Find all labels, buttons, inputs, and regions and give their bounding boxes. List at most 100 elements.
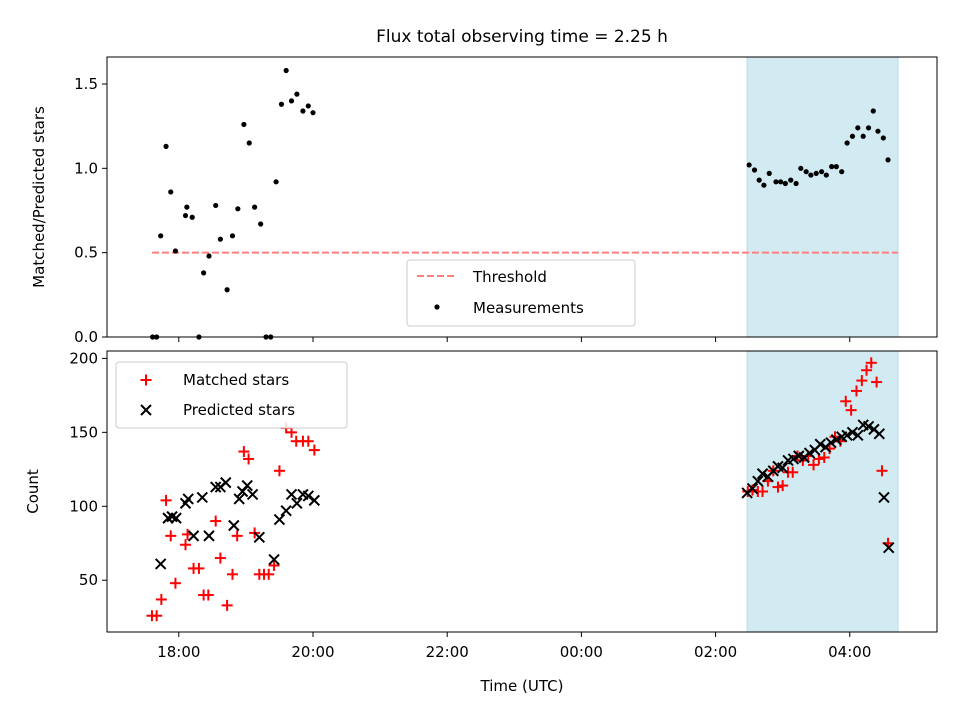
measurement-point: [756, 177, 762, 183]
measurement-point: [860, 133, 866, 139]
predicted-star-point: [241, 479, 253, 492]
measurement-point: [798, 165, 804, 171]
measurement-point: [241, 121, 247, 128]
matched-star-point: [840, 395, 852, 407]
chart-title: Flux total observing time = 2.25 h: [376, 27, 668, 47]
legend-measurements-label: Measurements: [473, 299, 584, 317]
legend-box: [115, 361, 348, 429]
predicted-star-point: [170, 512, 182, 524]
measurement-point: [855, 125, 861, 131]
measurement-point: [788, 177, 794, 183]
measurement-point: [305, 103, 311, 109]
measurement-point: [839, 169, 845, 175]
predicted-star-point: [873, 428, 886, 440]
y-tick-label: 150: [69, 423, 98, 441]
matched-star-point: [845, 404, 857, 416]
shaded-interval: [746, 56, 899, 338]
predicted-star-point: [752, 475, 764, 487]
legend-matched-swatch: [140, 374, 152, 386]
measurement-point: [844, 140, 850, 146]
x-tick-label: 22:00: [426, 643, 469, 661]
predicted-star-point: [196, 491, 208, 504]
measurement-point: [746, 162, 752, 168]
predicted-star-point: [246, 488, 259, 501]
predicted-star-point: [302, 490, 315, 502]
predicted-star-point: [280, 505, 292, 517]
predicted-star-point: [253, 531, 266, 544]
measurement-point: [778, 179, 784, 185]
matched-star-point: [772, 481, 784, 493]
plot-frame: [106, 56, 938, 338]
measurement-point: [184, 204, 190, 210]
measurement-point: [808, 172, 814, 178]
matched-star-point: [273, 465, 285, 477]
measurement-point: [288, 98, 295, 104]
measurement-point: [246, 140, 252, 146]
matched-star-point: [226, 568, 238, 580]
measurement-point: [235, 206, 241, 212]
predicted-star-point: [268, 553, 280, 566]
x-tick-label: 04:00: [828, 643, 871, 661]
matched-star-point: [850, 385, 862, 397]
measurement-point: [168, 189, 174, 195]
matched-star-point: [221, 599, 233, 611]
y-tick-label: 200: [69, 349, 98, 367]
matched-star-point: [193, 562, 205, 574]
legend-predicted-label: Predicted stars: [183, 401, 295, 419]
measurement-point: [849, 133, 856, 139]
measurement-point: [213, 202, 219, 209]
x-tick-label: 00:00: [560, 643, 603, 661]
matched-star-point: [302, 435, 314, 447]
measurement-point: [875, 128, 881, 134]
matched-star-point: [202, 589, 214, 601]
legend-box: [406, 259, 636, 327]
measurement-point: [793, 180, 799, 187]
matched-star-point: [757, 486, 769, 497]
ratio-panel: 0.0 0.5 1.0 1.5 Matched/Predicted stars Thres…: [30, 56, 938, 346]
measurement-point: [751, 167, 758, 173]
y-tick-label: 0.5: [74, 244, 98, 262]
x-tick-label: 20:00: [291, 643, 334, 661]
measurement-point: [258, 221, 264, 227]
matched-star-point: [865, 357, 877, 369]
predicted-star-point: [209, 481, 222, 493]
predicted-star-point: [203, 530, 215, 542]
measurement-point: [158, 233, 164, 239]
predicted-star-point: [803, 447, 816, 459]
matched-star-point: [180, 539, 192, 551]
plot-frame: [106, 350, 938, 633]
measurement-point: [803, 169, 809, 175]
count-panel: 18:00 20:00 22:00 00:00 02:00 04:00 50 100 150 20…: [24, 349, 938, 661]
predicted-star-point: [776, 462, 789, 474]
y-axis-label: Count: [24, 469, 42, 514]
measurement-point: [829, 164, 835, 170]
measurement-point: [773, 179, 779, 185]
predicted-star-point: [285, 488, 298, 501]
matched-star-point: [856, 375, 868, 387]
x-tick-label: 02:00: [694, 643, 737, 661]
measurement-point: [217, 236, 223, 242]
matched-star-point: [151, 610, 163, 622]
predicted-star-point: [882, 541, 895, 554]
predicted-star-point: [308, 494, 321, 507]
matched-star-point: [871, 376, 883, 388]
predicted-star-point: [852, 429, 864, 442]
matched-star-point: [268, 559, 280, 571]
matched-star-point: [308, 444, 320, 456]
y-tick-label: 1.5: [74, 75, 98, 93]
measurement-point: [206, 253, 212, 259]
predicted-star-point: [220, 476, 232, 489]
legend: Matched stars Predicted stars: [115, 361, 348, 429]
predicted-star-point: [814, 438, 826, 450]
predicted-star-point: [830, 434, 843, 446]
measurement-point: [761, 182, 767, 188]
measurement-point: [823, 172, 829, 178]
matched-star-point: [243, 453, 255, 465]
matched-star-point: [876, 465, 888, 477]
y-tick-label: 100: [69, 497, 98, 515]
measurement-point: [201, 270, 207, 276]
legend-predicted-swatch: [140, 404, 152, 416]
x-axis-label: Time (UTC): [480, 677, 564, 695]
matched-star-point: [777, 480, 789, 492]
predicted-star-point: [787, 453, 800, 465]
